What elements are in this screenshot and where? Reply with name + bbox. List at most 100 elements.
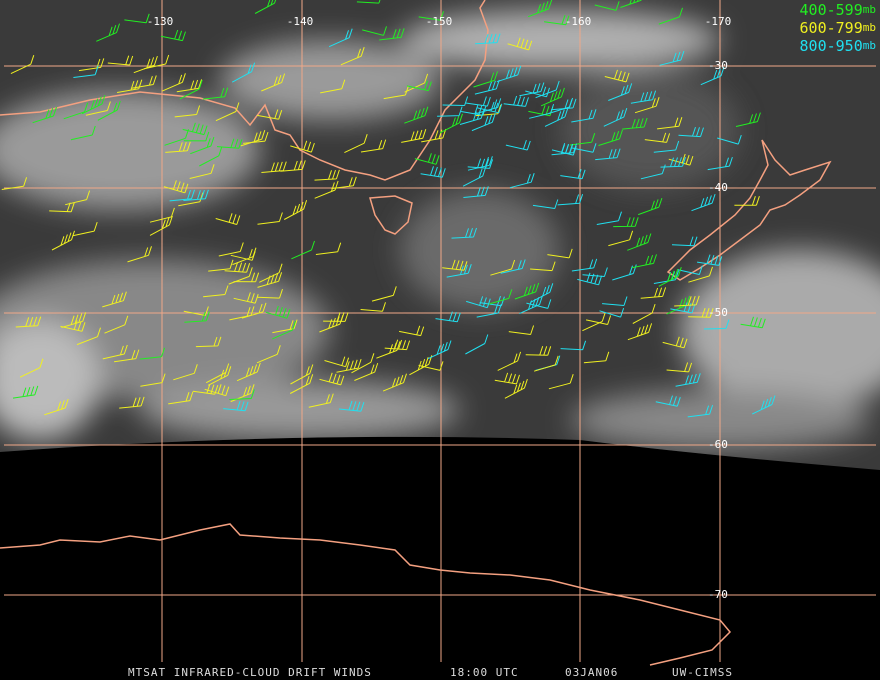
wind-barb [442, 259, 468, 271]
wind-barb [569, 133, 596, 146]
wind-barb [124, 13, 150, 24]
wind-barb [678, 126, 704, 138]
footer-source: UW-CIMSS [672, 666, 733, 679]
wind-barb [547, 248, 573, 259]
wind-barb [627, 233, 652, 251]
wind-barb [630, 90, 657, 104]
wind-barb [107, 55, 134, 66]
wind-barb [660, 157, 686, 168]
wind-barb [465, 96, 491, 107]
wind-barb [215, 213, 241, 225]
wind-barb [162, 73, 186, 92]
wind-barb [525, 346, 552, 356]
wind-barb [634, 97, 660, 114]
wind-barb [418, 11, 444, 21]
wind-barb [544, 107, 569, 127]
wind-barb [119, 396, 145, 409]
wind-barb [740, 316, 766, 329]
graticule [4, 0, 876, 662]
wind-barb [215, 102, 240, 122]
wind-barb [340, 47, 365, 66]
wind-barb [551, 98, 577, 111]
wind-barb [338, 400, 365, 412]
wind-barb [467, 156, 493, 171]
wind-barb [230, 251, 256, 261]
wind-barb [233, 292, 259, 304]
wind-barb [519, 82, 545, 97]
wind-barb [383, 85, 409, 100]
wind-barb [608, 83, 633, 101]
wind-barb [446, 264, 472, 278]
wind-barb [599, 307, 625, 318]
wind-barb [622, 117, 648, 130]
wind-barb [73, 65, 99, 78]
wind-barb [640, 164, 666, 180]
wind-barb [229, 389, 255, 400]
wind-barb [670, 302, 696, 314]
wind-barb [360, 302, 386, 312]
longitude-label: -150 [426, 15, 453, 28]
wind-barb [208, 259, 234, 272]
wind-barb [163, 180, 189, 194]
wind-barb [243, 131, 269, 144]
wind-barb [465, 334, 489, 355]
wind-barb [735, 112, 761, 127]
wind-barb [476, 303, 502, 318]
wind-barb [362, 26, 387, 36]
wind-barb [265, 305, 291, 319]
wind-barb [114, 349, 140, 363]
wind-barb [463, 186, 489, 198]
wind-barb [189, 164, 215, 179]
wind-barb [102, 291, 127, 308]
wind-barb [595, 148, 621, 161]
wind-barb [257, 288, 283, 299]
wind-barb [620, 0, 642, 8]
wind-barb [638, 197, 663, 216]
wind-barb [202, 87, 229, 100]
wind-barb [15, 316, 42, 328]
wind-barb [437, 106, 463, 117]
wind-barb [487, 289, 513, 305]
wind-barb [319, 372, 345, 386]
wind-barb [688, 307, 714, 318]
wind-barb [751, 395, 776, 415]
wind-barb [658, 7, 683, 25]
wind-barb [231, 62, 256, 83]
wind-barb [548, 374, 574, 390]
wind-barb [406, 80, 432, 92]
wind-barb [61, 312, 87, 328]
wind-barb [261, 161, 287, 173]
footer-time: 18:00 UTC [450, 666, 519, 679]
wind-barb [272, 320, 296, 340]
wind-barb [283, 200, 308, 220]
wind-barb [414, 153, 440, 165]
wind-barb [585, 315, 612, 325]
wind-barb [435, 311, 461, 323]
wind-barb [63, 102, 89, 120]
wind-barb [604, 69, 630, 83]
wind-barb [254, 0, 277, 14]
wind-barb [519, 295, 543, 315]
latitude-label: -70 [708, 588, 728, 601]
wind-barb [671, 236, 698, 247]
legend-entry: 800-950mb [800, 37, 876, 55]
wind-barb [529, 103, 555, 119]
wind-barb [379, 28, 405, 41]
wind-barb [290, 140, 315, 153]
legend-range: 600-799 [800, 19, 863, 37]
wind-barb [165, 141, 191, 153]
wind-barb [272, 319, 298, 334]
wind-barb [490, 259, 516, 276]
wind-barb [532, 199, 559, 209]
wind-barb [384, 339, 411, 351]
wind-barb [653, 270, 679, 284]
wind-barb [473, 71, 498, 88]
wind-barb [399, 325, 425, 337]
wind-barb [462, 166, 487, 187]
wind-barb [688, 266, 713, 283]
wind-barb [655, 395, 681, 407]
wind-barb [530, 261, 556, 272]
wind-barb [70, 125, 96, 141]
wind-barb [331, 176, 357, 190]
